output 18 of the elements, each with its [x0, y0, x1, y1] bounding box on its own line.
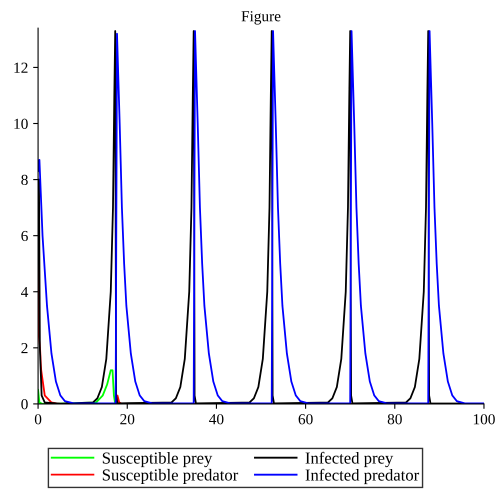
x-tick-label: 40: [209, 414, 224, 424]
y-tick-label: 0: [21, 399, 28, 410]
y-tick-label: 2: [21, 343, 28, 354]
x-tick-label: 100: [474, 414, 495, 424]
x-tick-label: 20: [120, 414, 134, 424]
x-tick-label: 0: [34, 414, 42, 424]
chart-title: Figure: [242, 11, 280, 25]
legend-label: Infected prey: [306, 452, 394, 468]
legend-label: Infected predator: [306, 468, 420, 484]
y-tick-label: 12: [14, 62, 28, 73]
x-tick-label: 60: [298, 414, 313, 424]
legend-label: Susceptible prey: [102, 452, 212, 468]
y-tick-label: 8: [21, 174, 28, 186]
y-tick-label: 10: [14, 118, 28, 129]
y-tick-label: 6: [21, 230, 28, 242]
y-tick-label: 4: [21, 286, 28, 298]
x-tick-label: 80: [388, 414, 402, 424]
legend-label: Susceptible predator: [102, 468, 238, 484]
